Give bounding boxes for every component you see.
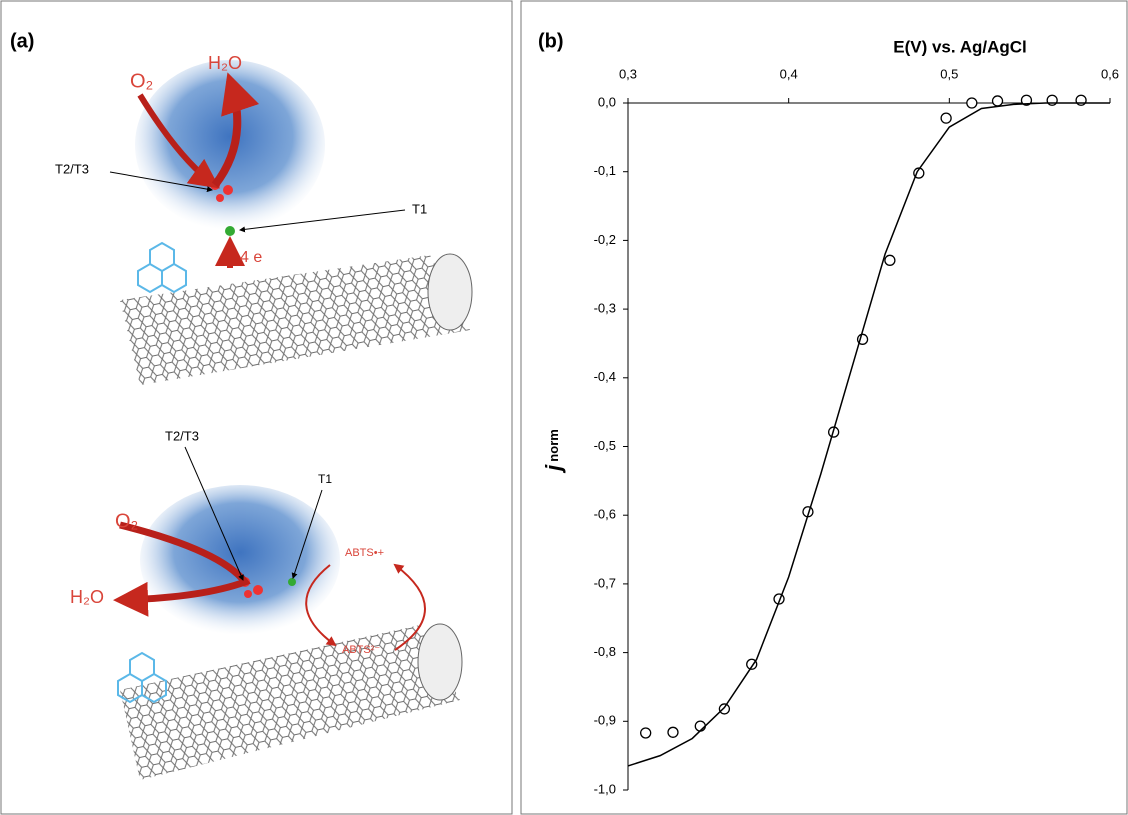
annotation: 4 e [240,249,262,266]
annotation: T2/T3 [165,428,199,443]
y-tick-label: -1,0 [594,781,616,796]
data-point [991,95,1004,107]
data-point [1075,94,1087,106]
panel-frame [520,0,1128,815]
illustration-bottom [113,446,463,780]
data-point [966,97,978,109]
annotation: O₂ [115,510,138,532]
data-point [1020,94,1033,106]
illustration-top [109,60,473,385]
annotation: H₂O [208,53,242,73]
x-tick-label: 0,6 [1101,66,1119,81]
fit-line [627,102,1110,767]
x-axis-title: E(V) vs. Ag/AgCl [893,37,1027,56]
data-point [667,726,679,738]
y-tick-label: -0,8 [594,644,616,659]
data-point [640,727,652,739]
annotation: ABTS•+ [345,547,384,559]
annotation: ABTS²⁻ [342,644,380,656]
y-tick-label: -0,7 [594,575,616,590]
data-point [1046,94,1058,106]
x-tick-label: 0,3 [619,66,637,81]
y-tick-label: 0,0 [598,94,616,109]
x-tick-label: 0,4 [780,66,798,81]
y-tick-label: -0,3 [594,301,616,316]
y-tick-label: -0,9 [594,713,616,728]
y-axis-symbol: j [541,464,566,474]
annotation: O₂ [130,70,153,92]
y-axis-title: j norm [541,429,566,474]
y-tick-label: -0,1 [594,163,616,178]
x-tick-label: 0,5 [940,66,958,81]
panel-label: (b) [538,30,564,52]
annotation: T2/T3 [55,161,89,176]
data-point [884,254,896,266]
annotation: T1 [318,472,332,486]
data-point [718,703,731,715]
y-axis-subscript: norm [546,429,561,462]
y-tick-label: -0,6 [594,507,616,522]
annotation: T1 [412,201,427,216]
y-tick-label: -0,5 [594,438,616,453]
annotation: H₂O [70,587,104,607]
panel-frame [0,0,513,815]
data-point [940,112,952,124]
data-point [694,720,706,732]
y-tick-label: -0,4 [594,369,616,384]
y-tick-label: -0,2 [594,232,616,247]
panel-label: (a) [10,30,34,52]
